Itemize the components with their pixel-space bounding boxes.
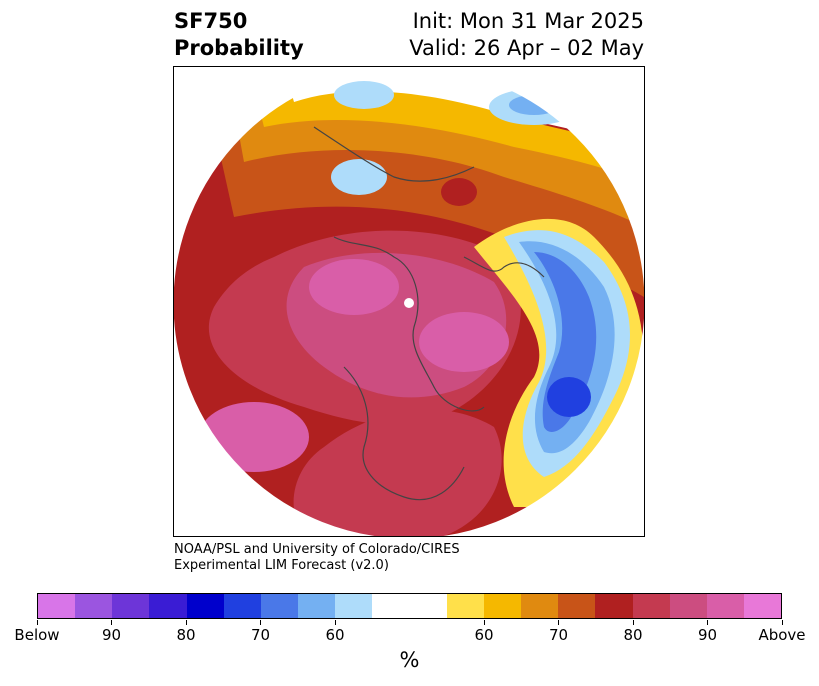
- init-date: Init: Mon 31 Mar 2025: [412, 9, 644, 33]
- magenta-blob-pacific: [199, 402, 309, 472]
- colorbar-tick-mark: [483, 620, 485, 625]
- colorbar-tick-label: 70: [250, 626, 271, 644]
- colorbar-tick-label: Above: [758, 626, 806, 644]
- colorbar-segment: [595, 594, 633, 618]
- upper-arc-orange: [234, 98, 644, 227]
- map-canvas: [174, 67, 644, 536]
- colorbar-tick-mark: [334, 620, 336, 625]
- coastline-arctic: [333, 236, 485, 412]
- colorbar-segment: [632, 594, 670, 618]
- colorbar-segment: [75, 594, 113, 618]
- coastline-europe: [463, 256, 545, 278]
- colorbar-segment: [149, 594, 187, 618]
- colorbar-tick-label: 80: [623, 626, 643, 644]
- colorbar-segment: [38, 594, 76, 618]
- colorbar-tick-label: 80: [176, 626, 196, 644]
- pink-north-america: [293, 409, 502, 536]
- credit-text: NOAA/PSL and University of Colorado/CIRE…: [174, 542, 460, 574]
- colorbar-tick-label: Below: [14, 626, 60, 644]
- colorbar-segment: [521, 594, 559, 618]
- colorbar-segment: [260, 594, 299, 618]
- title-subtitle: Probability: [174, 36, 304, 60]
- upper-arc-burnt: [214, 118, 644, 297]
- colorbar-tick-mark: [185, 620, 187, 625]
- blue-core-east: [509, 95, 559, 115]
- map-title-left: SF750 Probability: [174, 8, 304, 62]
- coastlines: [313, 126, 545, 501]
- colorbar-segment: [446, 594, 484, 618]
- colorbar-ticks: Below 90 80 70 60 60 70 80 90 Above: [0, 620, 819, 650]
- colorbar-segment: [186, 594, 224, 618]
- colorbar-tick-mark: [558, 620, 559, 625]
- valid-range: Valid: 26 Apr – 02 May: [409, 36, 644, 60]
- colorbar-tick-label: 60: [474, 626, 494, 644]
- map-title-right: Init: Mon 31 Mar 2025 Valid: 26 Apr – 02…: [409, 8, 644, 62]
- map-disk: [174, 67, 644, 536]
- colorbar-tick-mark: [36, 620, 38, 625]
- colorbar-tick-label: 90: [101, 626, 122, 644]
- blue-blob-arctic: [334, 81, 394, 109]
- red-blob-scandinavia: [441, 178, 477, 206]
- colorbar-tick-mark: [111, 620, 112, 625]
- blue-dark-core: [547, 377, 591, 417]
- probability-map: [173, 66, 645, 537]
- colorbar-segment: [558, 594, 596, 618]
- colorbar-segment: [483, 594, 522, 618]
- colorbar-tick-label: 70: [548, 626, 569, 644]
- colorbar-tick-mark: [781, 620, 783, 625]
- title-variable: SF750: [174, 9, 248, 33]
- coastline-north-america: [343, 366, 465, 501]
- coastline-asia: [313, 126, 475, 182]
- credit-line-2: Experimental LIM Forecast (v2.0): [174, 558, 389, 573]
- colorbar-unit: %: [399, 648, 420, 672]
- colorbar-segment: [298, 594, 336, 618]
- colorbar-tick-mark: [707, 620, 708, 625]
- credit-line-1: NOAA/PSL and University of Colorado/CIRE…: [174, 542, 460, 557]
- colorbar-tick-mark: [260, 620, 261, 625]
- colorbar-tick-mark: [632, 620, 634, 625]
- magenta-blob-arctic: [419, 312, 509, 372]
- colorbar: [37, 593, 782, 619]
- colorbar-segment: [223, 594, 261, 618]
- colorbar-tick-label: 90: [697, 626, 718, 644]
- colorbar-segment: [372, 594, 410, 618]
- blue-blob-siberia: [331, 159, 387, 195]
- colorbar-segment: [409, 594, 447, 618]
- colorbar-segment: [335, 594, 373, 618]
- magenta-blob-north: [309, 259, 399, 315]
- colorbar-tick-label: 60: [325, 626, 345, 644]
- colorbar-segment: [669, 594, 707, 618]
- colorbar-segment: [743, 594, 782, 618]
- colorbar-segment: [706, 594, 744, 618]
- colorbar-segment: [112, 594, 150, 618]
- north-pole-marker: [404, 298, 414, 308]
